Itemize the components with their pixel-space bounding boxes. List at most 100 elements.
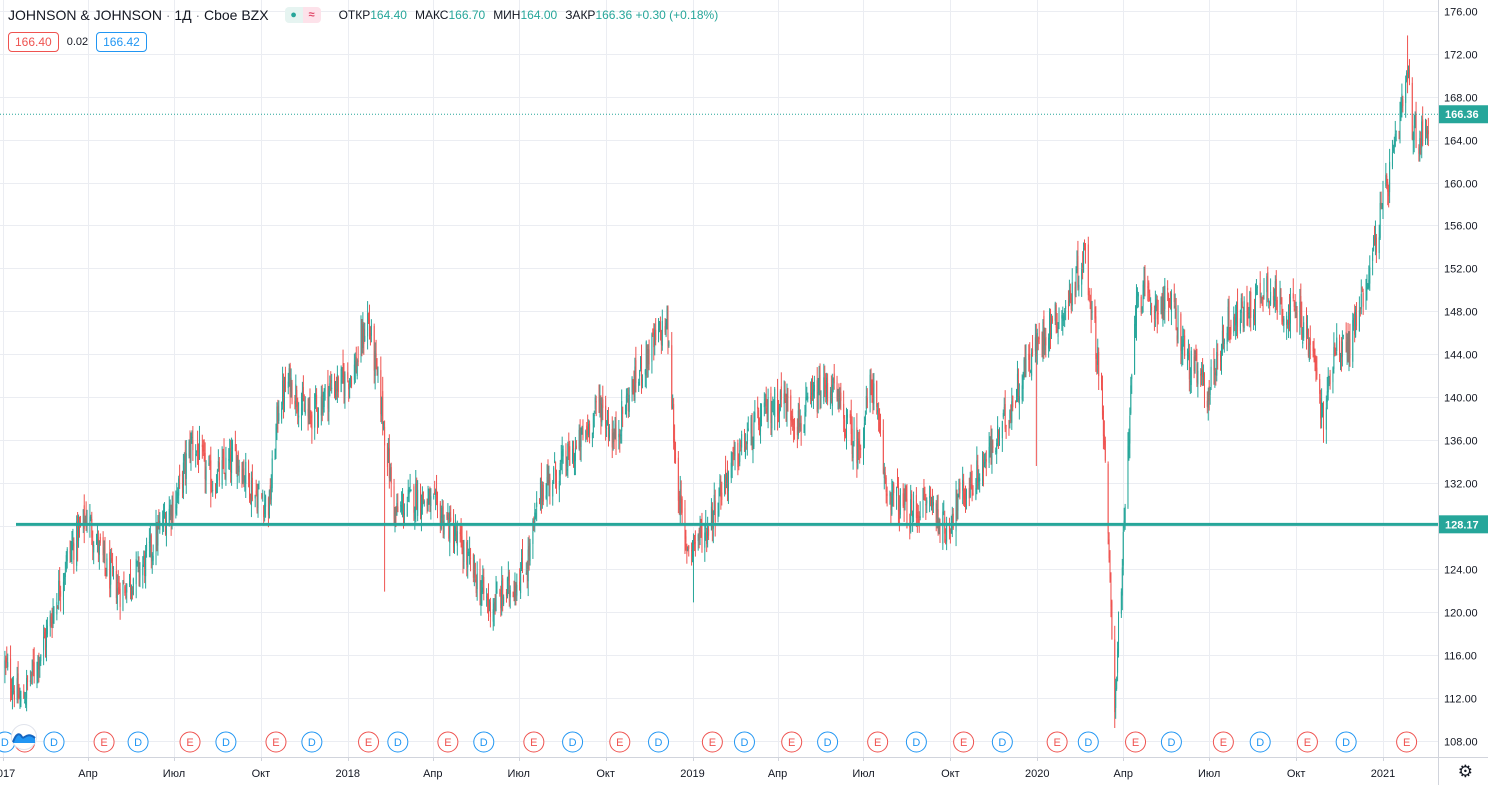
sell-button[interactable]: 166.40 (8, 32, 59, 52)
candle (144, 550, 146, 584)
market-open-icon[interactable]: ● (284, 7, 303, 23)
candle-body (1270, 291, 1272, 305)
candle-body (674, 439, 676, 451)
candle-body (322, 401, 324, 410)
candle-body (882, 430, 884, 474)
candle (897, 476, 899, 525)
candle-body (520, 570, 522, 594)
candle-body (122, 582, 124, 610)
buy-button[interactable]: 166.42 (96, 32, 147, 52)
candle-body (1154, 303, 1156, 313)
earnings-marker[interactable]: E (1296, 731, 1318, 753)
earnings-marker[interactable]: E (437, 731, 459, 753)
dividend-marker[interactable]: D (215, 731, 237, 753)
candle-body (926, 500, 928, 504)
candle (235, 444, 237, 475)
earnings-marker[interactable]: E (358, 731, 380, 753)
candle (1124, 503, 1126, 530)
candle (1313, 338, 1315, 363)
candle (635, 346, 637, 393)
candle-body (1375, 237, 1377, 253)
candle (210, 446, 212, 508)
candle (172, 491, 174, 525)
candle (562, 445, 564, 464)
earnings-marker[interactable]: E (867, 731, 889, 753)
earnings-marker[interactable]: E (265, 731, 287, 753)
dividend-marker[interactable]: D (473, 731, 495, 753)
candle-body (321, 394, 323, 415)
candle-body (1110, 584, 1112, 607)
candle-body (1010, 404, 1012, 422)
earnings-marker[interactable]: E (701, 731, 723, 753)
candle-body (529, 543, 531, 562)
candle-body (337, 377, 339, 393)
earnings-marker[interactable]: E (1212, 731, 1234, 753)
tradingview-logo-icon[interactable] (6, 724, 42, 755)
candle-body (258, 488, 260, 490)
dividend-marker[interactable]: D (1160, 731, 1182, 753)
candle-body (82, 509, 84, 524)
candle (228, 448, 230, 470)
candle-body (455, 533, 457, 540)
candle (394, 506, 396, 533)
candle-body (668, 341, 670, 347)
candle-body (1055, 304, 1057, 328)
candle-body (1381, 206, 1383, 208)
candle-body (1022, 375, 1024, 389)
settings-gear-icon[interactable]: ⚙ (1457, 762, 1473, 781)
candle (449, 505, 451, 557)
candle (248, 459, 250, 488)
candle (375, 339, 377, 370)
earnings-marker[interactable]: E (93, 731, 115, 753)
candle-body (303, 403, 305, 411)
earnings-marker[interactable]: E (523, 731, 545, 753)
dividend-marker[interactable]: D (648, 731, 670, 753)
interval-label[interactable]: 1Д (174, 7, 192, 23)
candle-body (512, 595, 514, 597)
candle (1401, 83, 1403, 118)
candle-body (893, 484, 895, 493)
candle (686, 543, 688, 564)
earnings-marker[interactable]: E (953, 731, 975, 753)
dividend-marker[interactable]: D (991, 731, 1013, 753)
candle-body (1292, 293, 1294, 299)
candle (234, 430, 236, 452)
candle-body (632, 380, 634, 390)
symbol-name[interactable]: JOHNSON & JOHNSON (8, 7, 163, 23)
candle-body (1239, 318, 1241, 332)
candle (877, 403, 879, 420)
candle-body (238, 465, 240, 473)
delayed-data-icon[interactable]: ≈ (302, 7, 321, 23)
dividend-marker[interactable]: D (387, 731, 409, 753)
candle-body (733, 453, 735, 455)
dividend-marker[interactable]: D (562, 731, 584, 753)
candle-body (592, 413, 594, 434)
dividend-marker[interactable]: D (1249, 731, 1271, 753)
candle-body (652, 328, 654, 336)
dividend-marker[interactable]: D (301, 731, 323, 753)
candle (446, 512, 448, 521)
dividend-marker[interactable]: D (817, 731, 839, 753)
candle-body (1260, 296, 1262, 298)
candle-body (149, 534, 151, 547)
dividend-marker[interactable]: D (905, 731, 927, 753)
earnings-marker[interactable]: E (1396, 731, 1418, 753)
earnings-marker[interactable]: E (1046, 731, 1068, 753)
candle (579, 419, 581, 461)
earnings-marker[interactable]: E (179, 731, 201, 753)
dividend-marker[interactable]: D (733, 731, 755, 753)
dividend-marker[interactable]: D (43, 731, 65, 753)
marker-circle (1077, 731, 1099, 753)
candle-body (482, 575, 484, 584)
candle-body (309, 402, 311, 413)
dividend-marker[interactable]: D (1335, 731, 1357, 753)
candle (777, 378, 779, 431)
earnings-marker[interactable]: E (781, 731, 803, 753)
candle (519, 568, 521, 591)
earnings-marker[interactable]: E (609, 731, 631, 753)
dividend-marker[interactable]: D (1077, 731, 1099, 753)
earnings-marker[interactable]: E (1125, 731, 1147, 753)
dividend-marker[interactable]: D (127, 731, 149, 753)
